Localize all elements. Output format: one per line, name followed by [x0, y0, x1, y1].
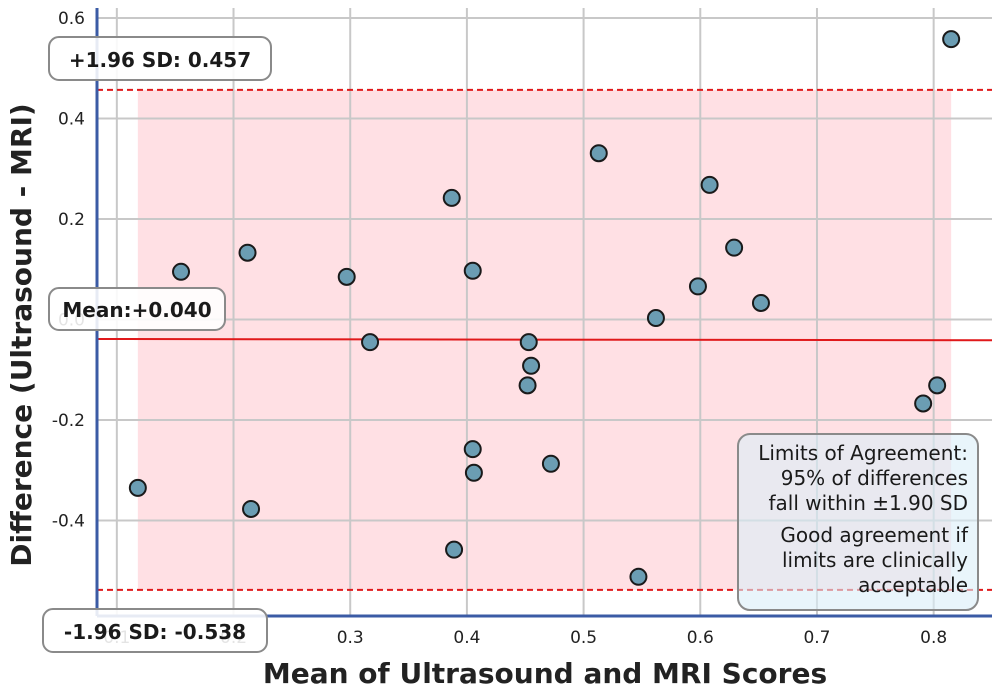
data-point-8 [463, 261, 482, 280]
data-point-19 [700, 175, 719, 194]
limits-note-box [737, 433, 979, 611]
data-point-16 [629, 567, 648, 586]
x-tick-label-7: 0.8 [920, 628, 947, 648]
data-point-4 [337, 267, 356, 286]
data-point-9 [463, 440, 482, 459]
data-points [128, 30, 961, 586]
data-point-15 [589, 144, 608, 163]
data-point-20 [725, 238, 744, 257]
data-point-3 [242, 499, 261, 518]
data-point-10 [464, 463, 483, 482]
note-line-1: Limits of Agreement: [758, 441, 968, 465]
upper-loa-annotation: +1.96 SD: 0.457 [48, 36, 272, 81]
note-line-4: Good agreement if [780, 523, 969, 547]
data-point-5 [361, 333, 380, 352]
limits-note: Limits of Agreement: 95% of differences … [737, 433, 979, 611]
mean-difference-line [96, 338, 993, 342]
upper-loa-label: +1.96 SD: 0.457 [69, 48, 251, 72]
data-point-0 [128, 478, 147, 497]
note-line-6: acceptable [858, 573, 968, 597]
y-tick-label-5: 0.6 [58, 9, 85, 29]
x-tick-label-5: 0.6 [687, 628, 714, 648]
data-point-7 [445, 540, 464, 559]
data-point-12 [519, 333, 538, 352]
y-axis-title: Difference (Ultrasound - MRI) [5, 103, 38, 566]
data-point-24 [942, 30, 961, 49]
grid-lines [97, 8, 992, 616]
y-tick-label-1: -0.2 [52, 411, 85, 431]
note-line-5: limits are clinically [782, 548, 968, 572]
lower-loa-annotation: -1.96 SD: -0.538 [42, 608, 268, 653]
data-point-11 [518, 376, 537, 395]
mean-annotation: Mean:+0.040 [48, 287, 226, 331]
data-point-1 [172, 262, 191, 281]
data-point-17 [646, 309, 665, 328]
note-line-3: fall within ±1.90 SD [768, 491, 968, 515]
x-tick-label-3: 0.4 [453, 628, 480, 648]
y-tick-labels: -0.4-0.20.00.20.40.6 [52, 9, 85, 531]
data-point-23 [928, 376, 947, 395]
x-axis-title: Mean of Ultrasound and MRI Scores [263, 657, 827, 690]
lower-loa-label: -1.96 SD: -0.538 [64, 620, 246, 644]
x-tick-label-6: 0.7 [803, 628, 830, 648]
data-point-22 [914, 394, 933, 413]
data-point-14 [541, 454, 560, 473]
x-tick-label-2: 0.3 [337, 628, 364, 648]
x-tick-label-4: 0.5 [570, 628, 597, 648]
data-point-2 [238, 243, 257, 262]
y-tick-label-0: -0.4 [52, 512, 85, 532]
data-point-13 [522, 356, 541, 375]
mean-label: Mean:+0.040 [62, 298, 211, 322]
y-tick-label-3: 0.2 [58, 210, 85, 230]
data-point-21 [751, 293, 770, 312]
y-tick-label-4: 0.4 [58, 110, 85, 130]
note-line-2: 95% of differences [781, 466, 968, 490]
data-point-18 [688, 277, 707, 296]
data-point-6 [442, 188, 461, 207]
